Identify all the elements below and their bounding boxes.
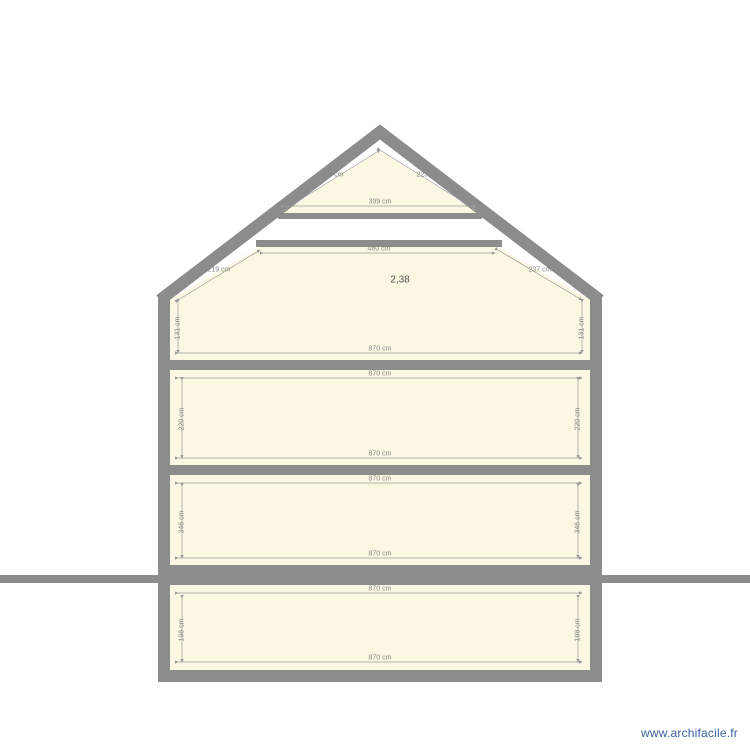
credit-link[interactable]: www.archifacile.fr [641,726,738,740]
house-section-diagram [0,0,750,750]
